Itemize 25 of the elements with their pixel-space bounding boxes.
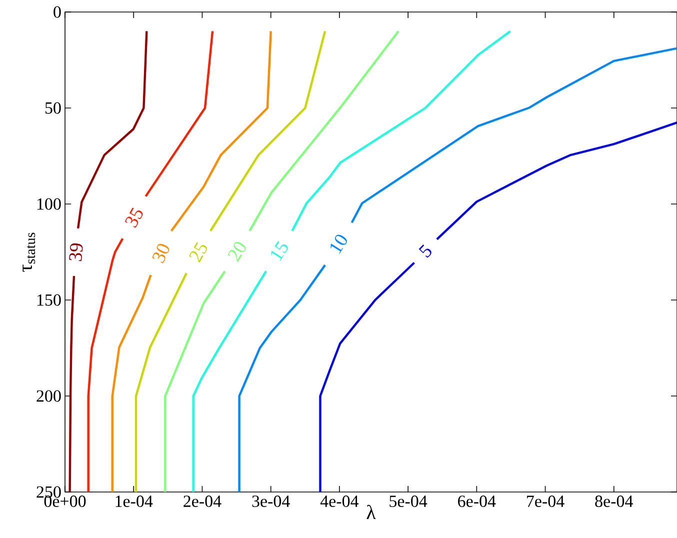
text: 39 xyxy=(69,243,83,262)
x-tick-label: 3e-04 xyxy=(252,496,290,508)
x-tick-label: 1e-04 xyxy=(116,496,153,508)
y-tick-label: 0 xyxy=(54,6,61,18)
y-tick-label: 250 xyxy=(36,486,61,498)
text: 25 xyxy=(189,242,207,263)
x-tick-label: 2e-04 xyxy=(184,496,222,508)
y-axis-title: τ$_{status}$ xyxy=(22,232,36,272)
x-tick-label: 7e-04 xyxy=(527,496,564,508)
text: 15 xyxy=(271,241,288,261)
x-tick-label: 0e+00 xyxy=(44,496,86,508)
y-tick-label: 50 xyxy=(45,102,61,114)
x-axis-title: λ xyxy=(366,504,376,519)
x-tick-label: 4e-04 xyxy=(320,496,359,508)
text: 30 xyxy=(152,244,170,264)
y-tick-label: 100 xyxy=(37,198,61,210)
text: 35 xyxy=(124,208,143,228)
x-tick-label: 6e-04 xyxy=(458,496,496,508)
text: 10 xyxy=(330,234,347,254)
text: 20 xyxy=(228,242,246,262)
y-tick-label: 200 xyxy=(36,390,61,402)
x-tick-label: 5e-04 xyxy=(390,496,428,508)
text: 5 xyxy=(418,244,432,258)
x-tick-label: 8e-04 xyxy=(595,496,633,508)
y-tick-label: 150 xyxy=(37,294,61,306)
